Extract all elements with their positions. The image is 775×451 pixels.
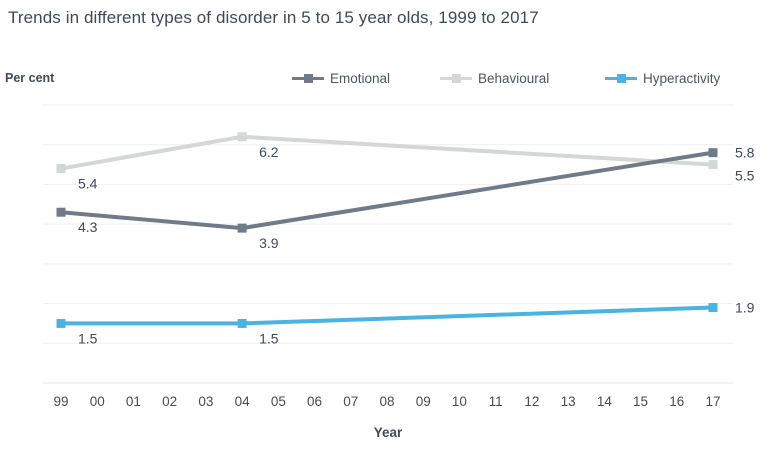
x-tick-label: 08	[379, 394, 394, 409]
marker-hyperactivity-2017[interactable]	[708, 303, 718, 313]
legend-marker-emotional	[292, 74, 324, 83]
data-label-hyperactivity-1999: 1.5	[78, 330, 98, 346]
legend-label-hyperactivity: Hyperactivity	[643, 71, 721, 86]
line-behavioural[interactable]	[60, 134, 714, 171]
x-tick-label: 04	[235, 394, 251, 409]
legend-item-behavioural[interactable]: Behavioural	[440, 70, 549, 87]
chart-title: Trends in different types of disorder in…	[8, 8, 539, 27]
marker-emotional-2004[interactable]	[237, 223, 247, 233]
data-label-hyperactivity-2017: 1.9	[735, 300, 755, 316]
legend-marker-square	[303, 74, 313, 83]
y-axis-title: Per cent	[5, 71, 55, 85]
x-tick-label: 10	[452, 394, 467, 409]
x-tick-label: 17	[705, 394, 720, 409]
x-tick-label: 05	[271, 394, 286, 409]
x-tick-label: 02	[162, 394, 177, 409]
data-label-emotional-2017: 5.8	[735, 145, 755, 161]
x-tick-label: 16	[669, 394, 684, 409]
legend-item-emotional[interactable]: Emotional	[292, 70, 390, 87]
x-tick-label: 12	[524, 394, 539, 409]
legend-marker-square	[616, 74, 626, 83]
marker-behavioural-1999[interactable]	[56, 164, 66, 174]
marker-hyperactivity-2004[interactable]	[237, 318, 247, 328]
legend-marker-square	[451, 74, 461, 83]
x-tick-label: 11	[489, 394, 503, 409]
x-tick-label: 15	[633, 394, 648, 409]
data-label-behavioural-2017: 5.5	[735, 168, 755, 184]
legend-label-emotional: Emotional	[330, 71, 391, 86]
line-emotional[interactable]	[60, 150, 714, 231]
legend-label-behavioural: Behavioural	[478, 71, 550, 86]
data-label-emotional-1999: 4.3	[78, 219, 98, 235]
marker-emotional-2017[interactable]	[708, 148, 718, 158]
x-tick-label: 09	[416, 394, 431, 409]
x-tick-label: 00	[90, 394, 105, 409]
x-tick-label: 07	[343, 394, 358, 409]
x-tick-label: 14	[597, 394, 613, 409]
marker-emotional-1999[interactable]	[56, 207, 66, 217]
x-tick-label: 03	[198, 394, 213, 409]
marker-behavioural-2017[interactable]	[708, 160, 718, 170]
legend-item-hyperactivity[interactable]: Hyperactivity	[605, 70, 720, 87]
marker-behavioural-2004[interactable]	[237, 132, 247, 142]
line-hyperactivity[interactable]	[61, 305, 714, 326]
data-label-hyperactivity-2004: 1.5	[259, 330, 279, 346]
legend-marker-behavioural	[440, 74, 472, 83]
x-tick-label: 06	[307, 394, 322, 409]
x-axis-title: Year	[373, 425, 403, 440]
marker-hyperactivity-1999[interactable]	[56, 318, 66, 328]
x-tick-label: 13	[561, 394, 576, 409]
legend-marker-hyperactivity	[605, 74, 637, 83]
x-tick-label: 99	[53, 394, 68, 409]
data-label-behavioural-1999: 5.4	[78, 176, 98, 192]
data-label-emotional-2004: 3.9	[259, 235, 279, 251]
data-label-behavioural-2004: 6.2	[259, 144, 279, 160]
x-tick-label: 01	[126, 394, 141, 409]
